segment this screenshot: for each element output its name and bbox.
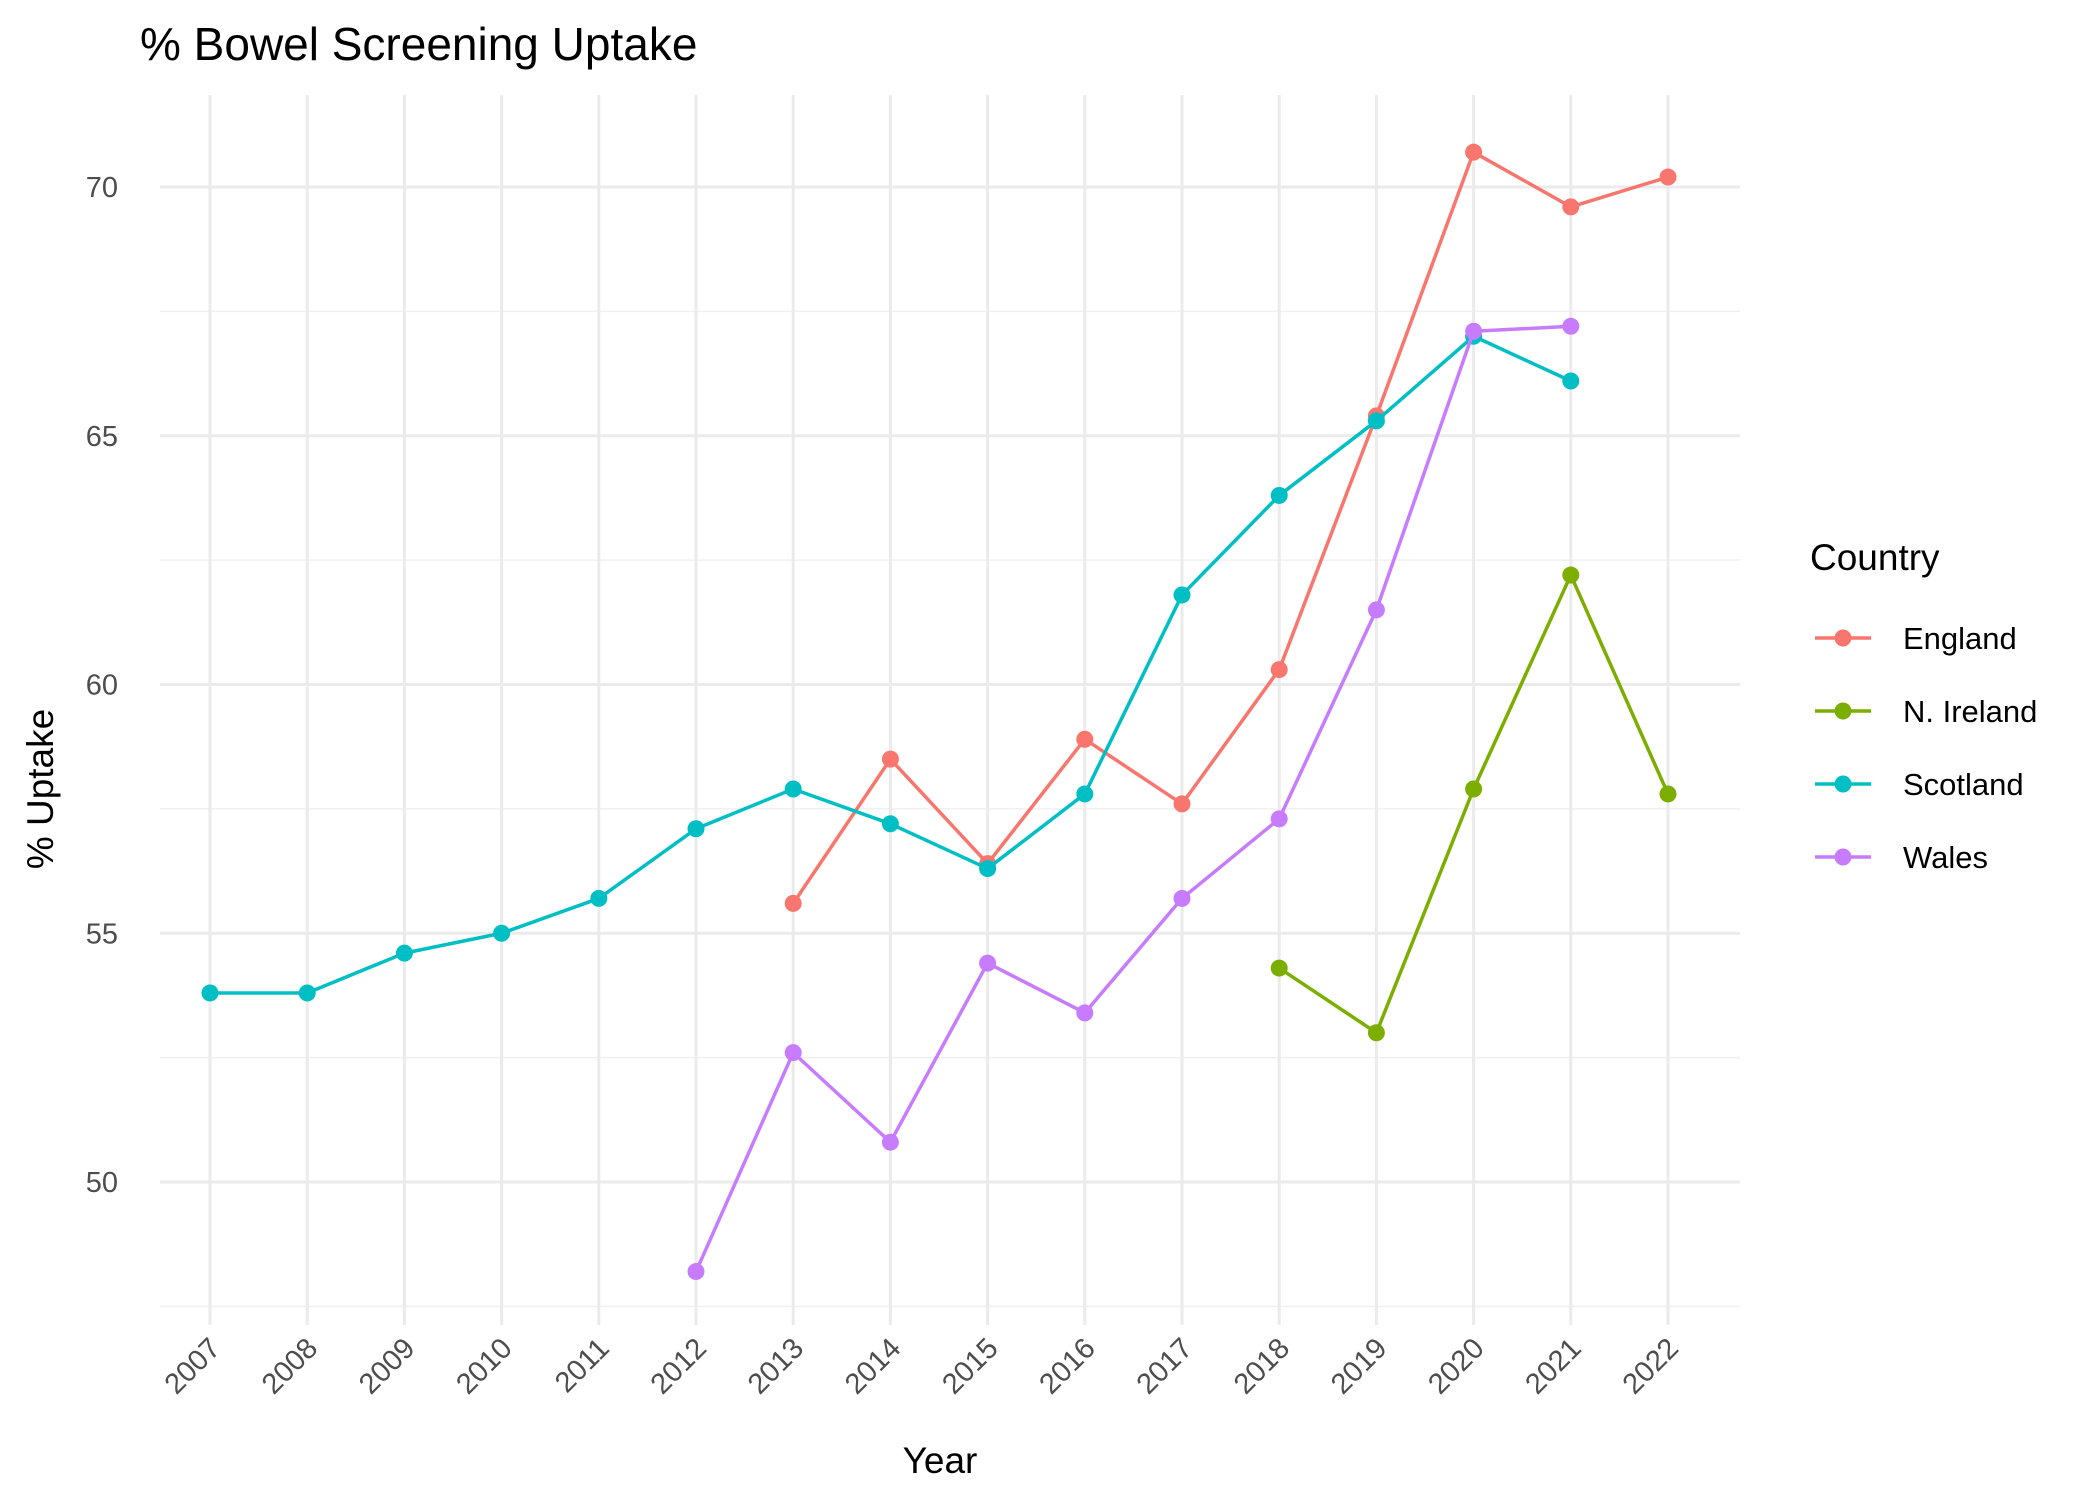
data-point — [784, 894, 802, 912]
data-point — [881, 1133, 899, 1151]
y-tick-label: 50 — [86, 1167, 118, 1199]
x-tick-label: 2016 — [1034, 1332, 1102, 1400]
legend-label: Wales — [1903, 840, 1988, 875]
series-line — [791, 150, 1669, 905]
data-point — [590, 889, 608, 907]
series-line — [694, 324, 1571, 1273]
data-point — [1270, 959, 1288, 977]
data-point — [881, 815, 899, 833]
data-point — [784, 1044, 802, 1062]
data-point — [1270, 661, 1288, 679]
x-tick-label: 2013 — [742, 1332, 810, 1400]
x-axis-title: Year — [903, 1440, 978, 1481]
legend-item: Wales — [1815, 840, 1988, 875]
data-point — [1076, 730, 1094, 748]
chart-title: % Bowel Screening Uptake — [140, 18, 697, 70]
data-point — [1173, 889, 1191, 907]
series — [201, 143, 1677, 1281]
x-tick-label: 2007 — [159, 1332, 227, 1400]
data-point — [1659, 168, 1677, 186]
x-tick-label: 2012 — [645, 1332, 713, 1400]
x-tick-label: 2010 — [450, 1332, 518, 1400]
legend-item: N. Ireland — [1815, 694, 2037, 729]
series-n-ireland — [1270, 566, 1677, 1042]
legend-key-point — [1834, 775, 1852, 793]
data-point — [493, 924, 511, 942]
data-point — [1173, 795, 1191, 813]
data-point — [784, 780, 802, 798]
data-point — [1562, 566, 1580, 584]
data-point — [1270, 486, 1288, 504]
series-england — [784, 143, 1677, 912]
data-point — [1562, 372, 1580, 390]
data-point — [1562, 317, 1580, 335]
data-point — [687, 1263, 705, 1281]
data-point — [1173, 586, 1191, 604]
legend-item: England — [1815, 621, 2017, 656]
x-tick-label: 2011 — [549, 1332, 616, 1399]
data-point — [298, 984, 316, 1002]
data-point — [1076, 1004, 1094, 1022]
x-tick-label: 2019 — [1325, 1332, 1393, 1400]
y-tick-label: 70 — [86, 172, 118, 204]
x-tick-label: 2008 — [256, 1332, 324, 1400]
data-point — [1659, 785, 1677, 803]
legend-item: Scotland — [1815, 767, 2024, 802]
data-point — [687, 820, 705, 838]
series-scotland — [201, 327, 1580, 1002]
legend-label: Scotland — [1903, 767, 2024, 802]
y-axis-title: % Uptake — [20, 709, 61, 869]
data-point — [201, 984, 219, 1002]
legend-key-point — [1834, 629, 1852, 647]
x-tick-label: 2020 — [1422, 1332, 1490, 1400]
y-axis-ticks: 50 55 60 65 70 — [86, 172, 118, 1199]
x-tick-label: 2018 — [1228, 1332, 1296, 1400]
data-point — [1076, 785, 1094, 803]
y-tick-label: 55 — [86, 918, 118, 950]
x-tick-label: 2014 — [839, 1332, 907, 1400]
data-point — [1367, 412, 1385, 430]
data-point — [979, 954, 997, 972]
data-point — [1465, 322, 1483, 340]
data-point — [1367, 601, 1385, 619]
data-point — [1465, 780, 1483, 798]
legend-key-point — [1834, 702, 1852, 720]
x-tick-label: 2009 — [353, 1332, 421, 1400]
legend-key-point — [1834, 848, 1852, 866]
data-point — [1465, 143, 1483, 161]
data-point — [881, 750, 899, 768]
legend-label: N. Ireland — [1903, 694, 2037, 729]
data-point — [395, 944, 413, 962]
x-tick-label: 2022 — [1617, 1332, 1685, 1400]
data-point — [979, 860, 997, 878]
x-axis-ticks: 2007 2008 2009 2010 2011 2012 2013 2014 2015 2016… — [159, 1332, 1685, 1400]
series-wales — [687, 317, 1580, 1281]
grid — [160, 95, 1740, 1325]
x-tick-label: 2021 — [1520, 1332, 1588, 1400]
y-tick-label: 60 — [86, 670, 118, 702]
data-point — [1562, 198, 1580, 216]
legend: Country England N. Ireland Scotland Wales — [1810, 537, 2037, 875]
x-tick-label: 2015 — [936, 1332, 1004, 1400]
legend-label: England — [1903, 621, 2017, 656]
data-point — [1367, 1024, 1385, 1042]
legend-title: Country — [1810, 537, 1940, 578]
data-point — [1270, 810, 1288, 828]
y-tick-label: 65 — [86, 421, 118, 453]
x-tick-label: 2017 — [1131, 1332, 1199, 1400]
